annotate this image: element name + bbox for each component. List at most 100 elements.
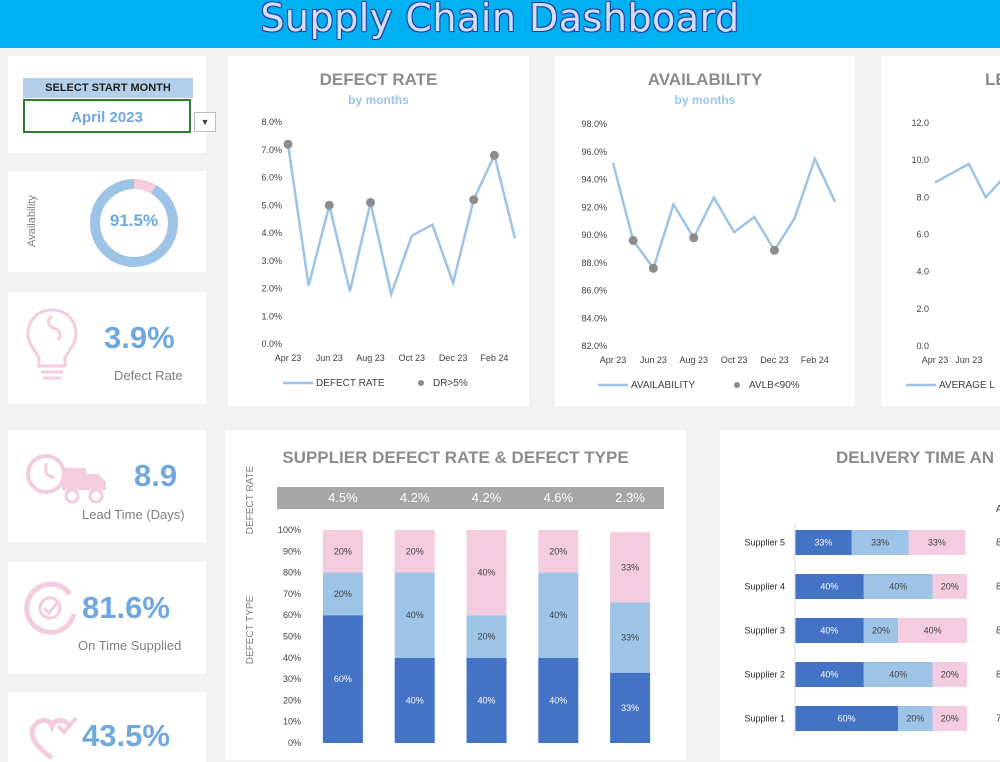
right-column-value: 8 [996, 582, 1000, 593]
clock-check-icon [24, 581, 77, 635]
series-line [611, 155, 837, 272]
start-month-card: SELECT START MONTH April 2023 [8, 56, 206, 153]
y-tick-label: 90.0% [581, 230, 607, 240]
bar-segment-label: 40% [406, 610, 424, 620]
bar-segment-label: 20% [406, 546, 424, 556]
supplier-label: Supplier 1 [744, 714, 785, 724]
defect-rate-strip [277, 487, 664, 509]
y-tick-label: 7.0% [261, 145, 282, 155]
stacked-bar-segment [610, 672, 651, 743]
stacked-bar-segment [610, 602, 651, 673]
bar-segment-label: 20% [941, 670, 959, 680]
x-tick-label: Dec 23 [439, 353, 468, 363]
x-tick-label: Jun 23 [640, 355, 667, 365]
fourth-kpi-value: 43.5% [82, 718, 170, 753]
horizontal-bar-segment [932, 706, 967, 731]
series-line [286, 144, 517, 299]
horizontal-bar-segment [795, 706, 899, 731]
availability-donut [90, 179, 178, 267]
stacked-bar-segment [538, 572, 579, 658]
supplier-defect-stacked-bar-chart: DEFECT RATE DEFECT TYPE 4.5% 4.2% 4.2% 4.6% 2.… [245, 465, 664, 748]
defect-rate-value: 2.3% [615, 490, 645, 505]
bar-segment-label: 20% [941, 582, 959, 592]
on-time-kpi-card: 81.6% On Time Supplied [8, 562, 206, 674]
right-column-header: A [996, 504, 1000, 515]
stacked-bar-segment [466, 657, 507, 743]
bulb-icon [26, 308, 78, 380]
stacked-bar-segment [394, 572, 435, 658]
horizontal-bar-segment [932, 662, 967, 687]
start-month-select[interactable]: April 2023 [23, 99, 191, 133]
stacked-bar-segment [322, 530, 363, 573]
stacked-bar-segment [394, 657, 435, 743]
y-tick-label: 100% [278, 525, 301, 535]
lead-time-chart-title: LE [985, 70, 1000, 89]
y-tick-label: 0.0 [916, 341, 929, 351]
defect-rate-line-chart: 8.0% 7.0% 6.0% 5.0% 4.0% 3.0% 2.0% 1.0% 0.0% Apr … [261, 117, 517, 389]
y-tick-label: 2.0% [261, 284, 282, 294]
stacked-bar-segment [466, 615, 507, 658]
x-tick-label: Feb 24 [480, 353, 508, 363]
bar-segment-label: 40% [406, 695, 424, 705]
y-tick-label: 8.0 [916, 192, 929, 202]
bar-segment-label: 40% [477, 695, 495, 705]
bar-segment-label: 40% [549, 610, 567, 620]
legend-label: DR>5% [433, 378, 468, 389]
defect-rate-chart-title: DEFECT RATE [319, 70, 438, 89]
availability-chart-subtitle: by months [674, 93, 736, 107]
bar-segment-label: 40% [477, 568, 495, 578]
delivery-time-chart-card: DELIVERY TIME AN A Supplier 5 33% 33% 33% 8 Su… [720, 430, 1000, 760]
horizontal-bar-segment [851, 530, 909, 555]
y-tick-label: 30% [283, 674, 301, 684]
y-tick-label: 82.0% [581, 341, 607, 351]
lead-time-kpi-card: 8.9 Lead Time (Days) [8, 430, 206, 542]
defect-rate-chart-card: DEFECT RATE by months 8.0% 7.0% 6.0% 5.0% 4.… [228, 56, 529, 406]
bar-segment-label: 33% [814, 538, 832, 548]
x-tick-label: Oct 23 [399, 353, 426, 363]
availability-line-chart: 98.0% 96.0% 94.0% 92.0% 90.0% 88.0% 86.0% 84.0%… [581, 119, 837, 391]
lead-time-line-chart: 12.0 10.0 8.0 6.0 4.0 2.0 0.0 Apr 23 Jun 23 AVERA… [906, 118, 1000, 391]
x-tick-label: Dec 23 [760, 355, 789, 365]
dropdown-arrow-icon[interactable]: ▼ [194, 112, 216, 132]
clock-truck-icon [26, 454, 106, 504]
start-month-label: SELECT START MONTH [23, 78, 193, 98]
supplier-label: Supplier 2 [744, 670, 785, 680]
right-column-value: 8 [996, 670, 1000, 681]
bar-segment-label: 60% [838, 714, 856, 724]
supplier-defect-chart-title: SUPPLIER DEFECT RATE & DEFECT TYPE [282, 448, 629, 467]
defect-rate-value: 4.6% [543, 490, 573, 505]
bar-segment-label: 20% [477, 632, 495, 642]
y-tick-label: 4.0 [916, 267, 929, 277]
defect-type-axis-label: DEFECT TYPE [245, 595, 256, 664]
x-tick-label: Apr 23 [600, 355, 627, 365]
legend-marker-swatch [418, 380, 424, 386]
y-tick-label: 8.0% [261, 117, 282, 127]
horizontal-bar-segment [898, 706, 933, 731]
x-tick-label: Aug 23 [679, 355, 708, 365]
bar-segment-label: 20% [872, 626, 890, 636]
x-tick-label: Aug 23 [356, 353, 385, 363]
availability-kpi-value: 91.5% [109, 211, 159, 230]
donut-fill [90, 179, 178, 267]
data-point-marker [628, 236, 638, 246]
dashboard-title: Supply Chain Dashboard [260, 0, 740, 40]
data-point-marker [489, 150, 499, 160]
y-tick-label: 60% [283, 610, 301, 620]
y-tick-label: 88.0% [581, 258, 607, 268]
bar-segment-label: 40% [889, 582, 907, 592]
bar-segment-label: 40% [549, 695, 567, 705]
stacked-bar-segment [538, 530, 579, 573]
delivery-time-bar-chart: A Supplier 5 33% 33% 33% 8 Supplier 4 40% 40% 20%… [744, 504, 1000, 737]
y-tick-label: 90% [283, 546, 301, 556]
availability-chart-title: AVAILABILITY [647, 70, 763, 89]
defect-rate-chart-subtitle: by months [348, 93, 409, 107]
fourth-kpi-card: 43.5% [8, 692, 206, 762]
horizontal-bar-segment [863, 574, 933, 599]
legend-marker-swatch [734, 382, 740, 388]
horizontal-bar-segment [863, 618, 899, 643]
x-tick-label: Feb 24 [801, 355, 829, 365]
bar-segment-label: 40% [924, 626, 942, 636]
legend-label: AVAILABILITY [631, 380, 695, 391]
y-tick-label: 12.0 [911, 118, 929, 128]
lead-time-kpi-label: Lead Time (Days) [82, 507, 185, 522]
